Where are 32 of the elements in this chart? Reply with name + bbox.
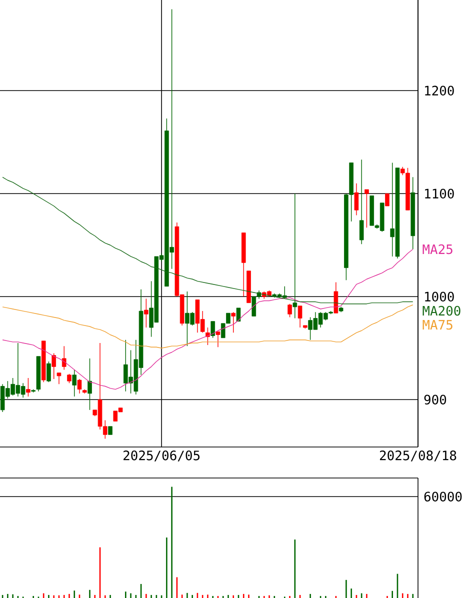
candlestick [359,159,364,244]
y-tick-label: 1000 [425,292,454,302]
candlestick [88,358,92,410]
candlestick [72,369,77,397]
candlestick [56,372,62,385]
candlestick [26,378,30,397]
candlestick [334,282,338,314]
candlestick [67,374,72,384]
y-tick-label: 60000 [424,492,462,502]
candlestick [52,352,56,380]
candlestick [298,306,302,328]
y-tick-label: 1100 [425,188,454,199]
candlestick [231,312,236,334]
candlestick [62,346,66,370]
series-label: MA75 [422,320,452,330]
candlestick [385,193,390,206]
candlestick [210,321,215,338]
candlestick [77,378,82,394]
candlestick [364,189,369,228]
candlestick [236,308,241,322]
candlestick [216,331,220,348]
series-label: MA25 [422,244,452,254]
candlestick [46,361,51,382]
y-tick-label: 1200 [425,86,454,96]
candlestick [288,303,292,318]
candlestick [292,193,298,319]
x-tick-label: 2025/06/05 [124,450,200,462]
y-tick-label: 900 [424,394,446,405]
series-label: MA200 [422,306,460,316]
x-tick-label: 2025/08/18 [380,450,456,462]
candlestick [354,182,359,216]
candlestick [144,298,148,328]
